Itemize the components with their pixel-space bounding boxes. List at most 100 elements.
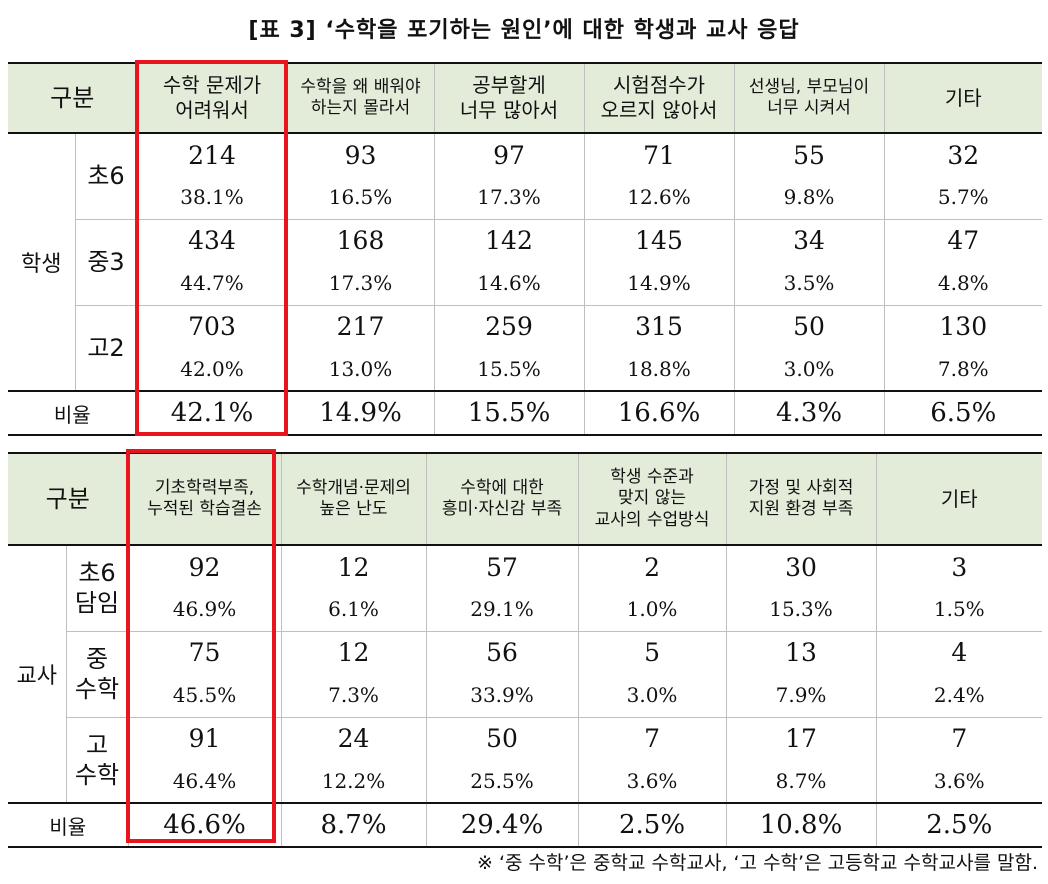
column-header: 수학을 왜 배워야 하는지 몰라서 (286, 62, 435, 134)
total-cell: 2.5% (577, 802, 727, 848)
count-cell: 259 (433, 305, 585, 348)
percent-cell: 12.2% (280, 760, 427, 803)
count-cell: 3 (875, 545, 1043, 588)
group-label: 학생 (8, 133, 76, 391)
row-label: 초6 담임 (65, 545, 129, 632)
total-label: 비율 (8, 390, 138, 436)
percent-cell: 15.3% (725, 588, 877, 632)
group-label: 교사 (8, 545, 67, 803)
total-cell: 42.1% (136, 390, 288, 436)
percent-cell: 46.9% (128, 588, 282, 632)
percent-cell: 7.9% (725, 674, 877, 718)
percent-cell: 3.0% (733, 348, 885, 391)
count-cell: 91 (127, 717, 282, 760)
total-cell: 29.4% (425, 802, 579, 848)
percent-cell: 18.8% (583, 348, 735, 391)
count-cell: 56 (425, 631, 579, 674)
column-header: 공부할게 너무 많아서 (433, 62, 585, 134)
percent-cell: 1.0% (577, 588, 727, 632)
percent-cell: 6.1% (280, 588, 427, 632)
percent-cell: 3.6% (875, 760, 1043, 803)
teacher-table: 구분 기초학력부족, 누적된 학습결손 수학개념·문제의 높은 난도 수학에 대… (8, 452, 1043, 848)
count-cell: 2 (577, 545, 727, 588)
count-cell: 5 (577, 631, 727, 674)
count-cell: 142 (433, 219, 585, 262)
footnote: ※ ‘중 수학’은 중학교 수학교사, ‘고 수학’은 고등학교 수학교사를 말… (477, 852, 1038, 874)
total-cell: 16.6% (583, 390, 735, 436)
count-cell: 97 (433, 133, 585, 176)
count-cell: 30 (725, 545, 877, 588)
percent-cell: 7.8% (883, 348, 1043, 391)
row-label: 중3 (75, 219, 138, 306)
percent-cell: 14.6% (433, 262, 585, 306)
percent-cell: 12.6% (583, 176, 735, 220)
count-cell: 12 (280, 545, 427, 588)
percent-cell: 13.0% (286, 348, 435, 391)
column-header: 선생님, 부모님이 너무 시켜서 (733, 62, 885, 134)
count-cell: 50 (425, 717, 579, 760)
count-cell: 75 (127, 631, 282, 674)
percent-cell: 3.5% (733, 262, 885, 306)
total-cell: 15.5% (433, 390, 585, 436)
percent-cell: 15.5% (433, 348, 585, 391)
column-header: 기타 (883, 62, 1043, 134)
percent-cell: 4.8% (883, 262, 1043, 306)
teacher-highlight-box (126, 449, 276, 843)
count-cell: 17 (725, 717, 877, 760)
percent-cell: 5.7% (883, 176, 1043, 220)
count-cell: 145 (583, 219, 735, 262)
total-cell: 6.5% (883, 390, 1043, 436)
percent-cell: 44.7% (137, 262, 288, 306)
count-cell: 24 (280, 717, 427, 760)
percent-cell: 2.4% (875, 674, 1043, 718)
percent-cell: 17.3% (433, 176, 585, 220)
student-highlight-box (135, 60, 288, 436)
percent-cell: 14.9% (583, 262, 735, 306)
count-cell: 217 (286, 305, 435, 348)
percent-cell: 16.5% (286, 176, 435, 220)
total-cell: 14.9% (286, 390, 435, 436)
percent-cell: 3.0% (577, 674, 727, 718)
count-cell: 57 (425, 545, 579, 588)
column-header: 기초학력부족, 누적된 학습결손 (127, 452, 282, 546)
count-cell: 7 (577, 717, 727, 760)
column-header: 수학개념·문제의 높은 난도 (280, 452, 427, 546)
percent-cell: 1.5% (875, 588, 1043, 632)
total-cell: 4.3% (733, 390, 885, 436)
percent-cell: 25.5% (425, 760, 579, 803)
percent-cell: 8.7% (725, 760, 877, 803)
count-cell: 34 (733, 219, 885, 262)
count-cell: 50 (733, 305, 885, 348)
column-header: 기타 (875, 452, 1043, 546)
column-header: 시험점수가 오르지 않아서 (583, 62, 735, 134)
percent-cell: 9.8% (733, 176, 885, 220)
count-cell: 93 (286, 133, 435, 176)
count-cell: 13 (725, 631, 877, 674)
header-label: 구분 (8, 452, 129, 546)
count-cell: 214 (136, 133, 288, 176)
count-cell: 55 (733, 133, 885, 176)
count-cell: 92 (127, 545, 282, 588)
row-label: 중 수학 (66, 631, 129, 718)
row-label: 고 수학 (66, 717, 129, 803)
percent-cell: 45.5% (128, 674, 282, 718)
total-cell: 8.7% (280, 802, 427, 848)
header-label: 구분 (8, 62, 138, 134)
student-table: 구분 수학 문제가 어려워서 수학을 왜 배워야 하는지 몰라서 공부할게 너무… (8, 62, 1043, 436)
column-header: 가정 및 사회적 지원 환경 부족 (725, 452, 877, 546)
count-cell: 4 (875, 631, 1043, 674)
total-cell: 10.8% (725, 802, 877, 848)
percent-cell: 3.6% (577, 760, 727, 803)
percent-cell: 38.1% (137, 176, 288, 220)
count-cell: 71 (583, 133, 735, 176)
percent-cell: 29.1% (425, 588, 579, 632)
total-label: 비율 (8, 802, 129, 848)
count-cell: 434 (136, 219, 288, 262)
total-cell: 2.5% (875, 802, 1043, 848)
count-cell: 168 (286, 219, 435, 262)
count-cell: 130 (883, 305, 1043, 348)
count-cell: 12 (280, 631, 427, 674)
table-title: [표 3] ‘수학을 포기하는 원인’에 대한 학생과 교사 응답 (248, 18, 800, 43)
percent-cell: 42.0% (137, 348, 288, 391)
column-header: 학생 수준과 맞지 않는 교사의 수업방식 (577, 452, 727, 546)
